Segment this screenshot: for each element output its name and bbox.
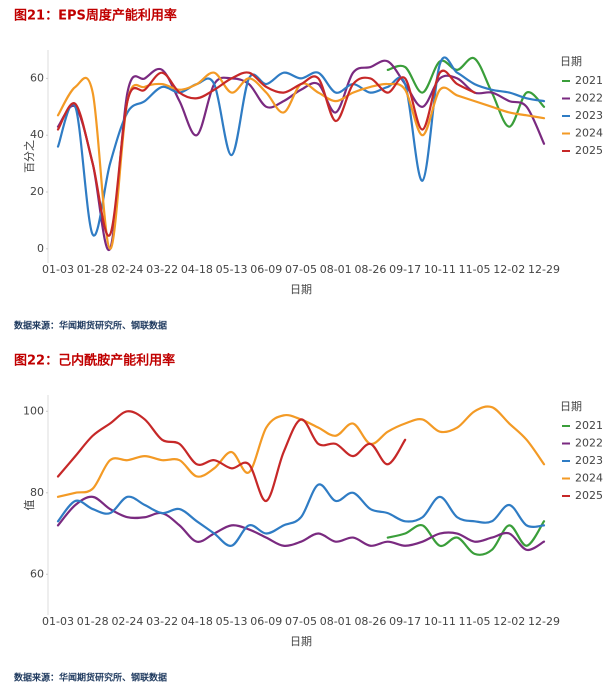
legend-label: 2024 — [575, 472, 603, 485]
y-axis-title: 值 — [23, 500, 36, 511]
x-tick-label: 12-02 — [493, 263, 525, 276]
series-line — [56, 56, 546, 237]
x-tick-label: 05-13 — [216, 615, 248, 628]
y-tick-label: 60 — [30, 567, 44, 580]
y-tick-label: 60 — [30, 71, 44, 84]
x-tick-label: 01-28 — [77, 263, 109, 276]
x-axis-title: 日期 — [290, 635, 312, 648]
x-tick-label: 05-13 — [216, 263, 248, 276]
legend-label: 2023 — [575, 454, 603, 467]
x-tick-label: 12-29 — [528, 615, 560, 628]
series-line — [56, 495, 546, 552]
x-tick-label: 01-03 — [42, 615, 74, 628]
series-line — [386, 56, 546, 128]
legend-label: 2022 — [575, 92, 603, 105]
x-tick-label: 08-01 — [320, 615, 352, 628]
legend-label: 2021 — [575, 419, 603, 432]
x-tick-label: 11-05 — [459, 615, 491, 628]
x-tick-label: 01-03 — [42, 263, 74, 276]
x-tick-label: 09-17 — [389, 263, 421, 276]
series-line — [56, 410, 407, 503]
x-tick-label: 11-05 — [459, 263, 491, 276]
y-tick-label: 0 — [37, 242, 44, 255]
x-tick-label: 07-05 — [285, 615, 317, 628]
x-tick-label: 02-24 — [111, 615, 143, 628]
x-tick-label: 10-11 — [424, 615, 456, 628]
x-tick-label: 10-11 — [424, 263, 456, 276]
y-tick-label: 40 — [30, 128, 44, 141]
series-line — [56, 483, 546, 547]
x-tick-label: 12-29 — [528, 263, 560, 276]
source-note: 数据来源：华闻期货研究所、钢联数据 — [14, 320, 167, 332]
y-axis-title: 百分之 — [22, 140, 36, 173]
x-axis-title: 日期 — [290, 283, 312, 296]
x-tick-label: 12-02 — [493, 615, 525, 628]
y-tick-label: 80 — [30, 486, 44, 499]
chart-title: 图21：EPS周度产能利用率 — [14, 8, 177, 24]
x-tick-label: 08-26 — [354, 615, 386, 628]
y-tick-label: 20 — [30, 185, 44, 198]
x-tick-label: 06-09 — [250, 615, 282, 628]
y-tick-label: 100 — [23, 404, 44, 417]
source-note: 数据来源：华闻期货研究所、钢联数据 — [14, 672, 167, 684]
legend-label: 2024 — [575, 127, 603, 140]
x-tick-label: 03-22 — [146, 615, 178, 628]
x-tick-label: 04-18 — [181, 263, 213, 276]
x-tick-label: 03-22 — [146, 263, 178, 276]
x-tick-label: 08-26 — [354, 263, 386, 276]
x-tick-label: 08-01 — [320, 263, 352, 276]
x-tick-label: 01-28 — [77, 615, 109, 628]
series-line — [386, 520, 546, 556]
legend-title: 日期 — [560, 400, 582, 413]
x-tick-label: 02-24 — [111, 263, 143, 276]
x-tick-label: 04-18 — [181, 615, 213, 628]
x-tick-label: 07-05 — [285, 263, 317, 276]
legend-label: 2021 — [575, 74, 603, 87]
legend-title: 日期 — [560, 55, 582, 68]
chart-title: 图22：己内酰胺产能利用率 — [14, 353, 175, 369]
legend-label: 2022 — [575, 437, 603, 450]
legend-label: 2023 — [575, 109, 603, 122]
legend-label: 2025 — [575, 489, 603, 502]
series-line — [56, 69, 476, 237]
series-line — [56, 71, 546, 250]
x-tick-label: 06-09 — [250, 263, 282, 276]
legend-label: 2025 — [575, 144, 603, 157]
x-tick-label: 09-17 — [389, 615, 421, 628]
